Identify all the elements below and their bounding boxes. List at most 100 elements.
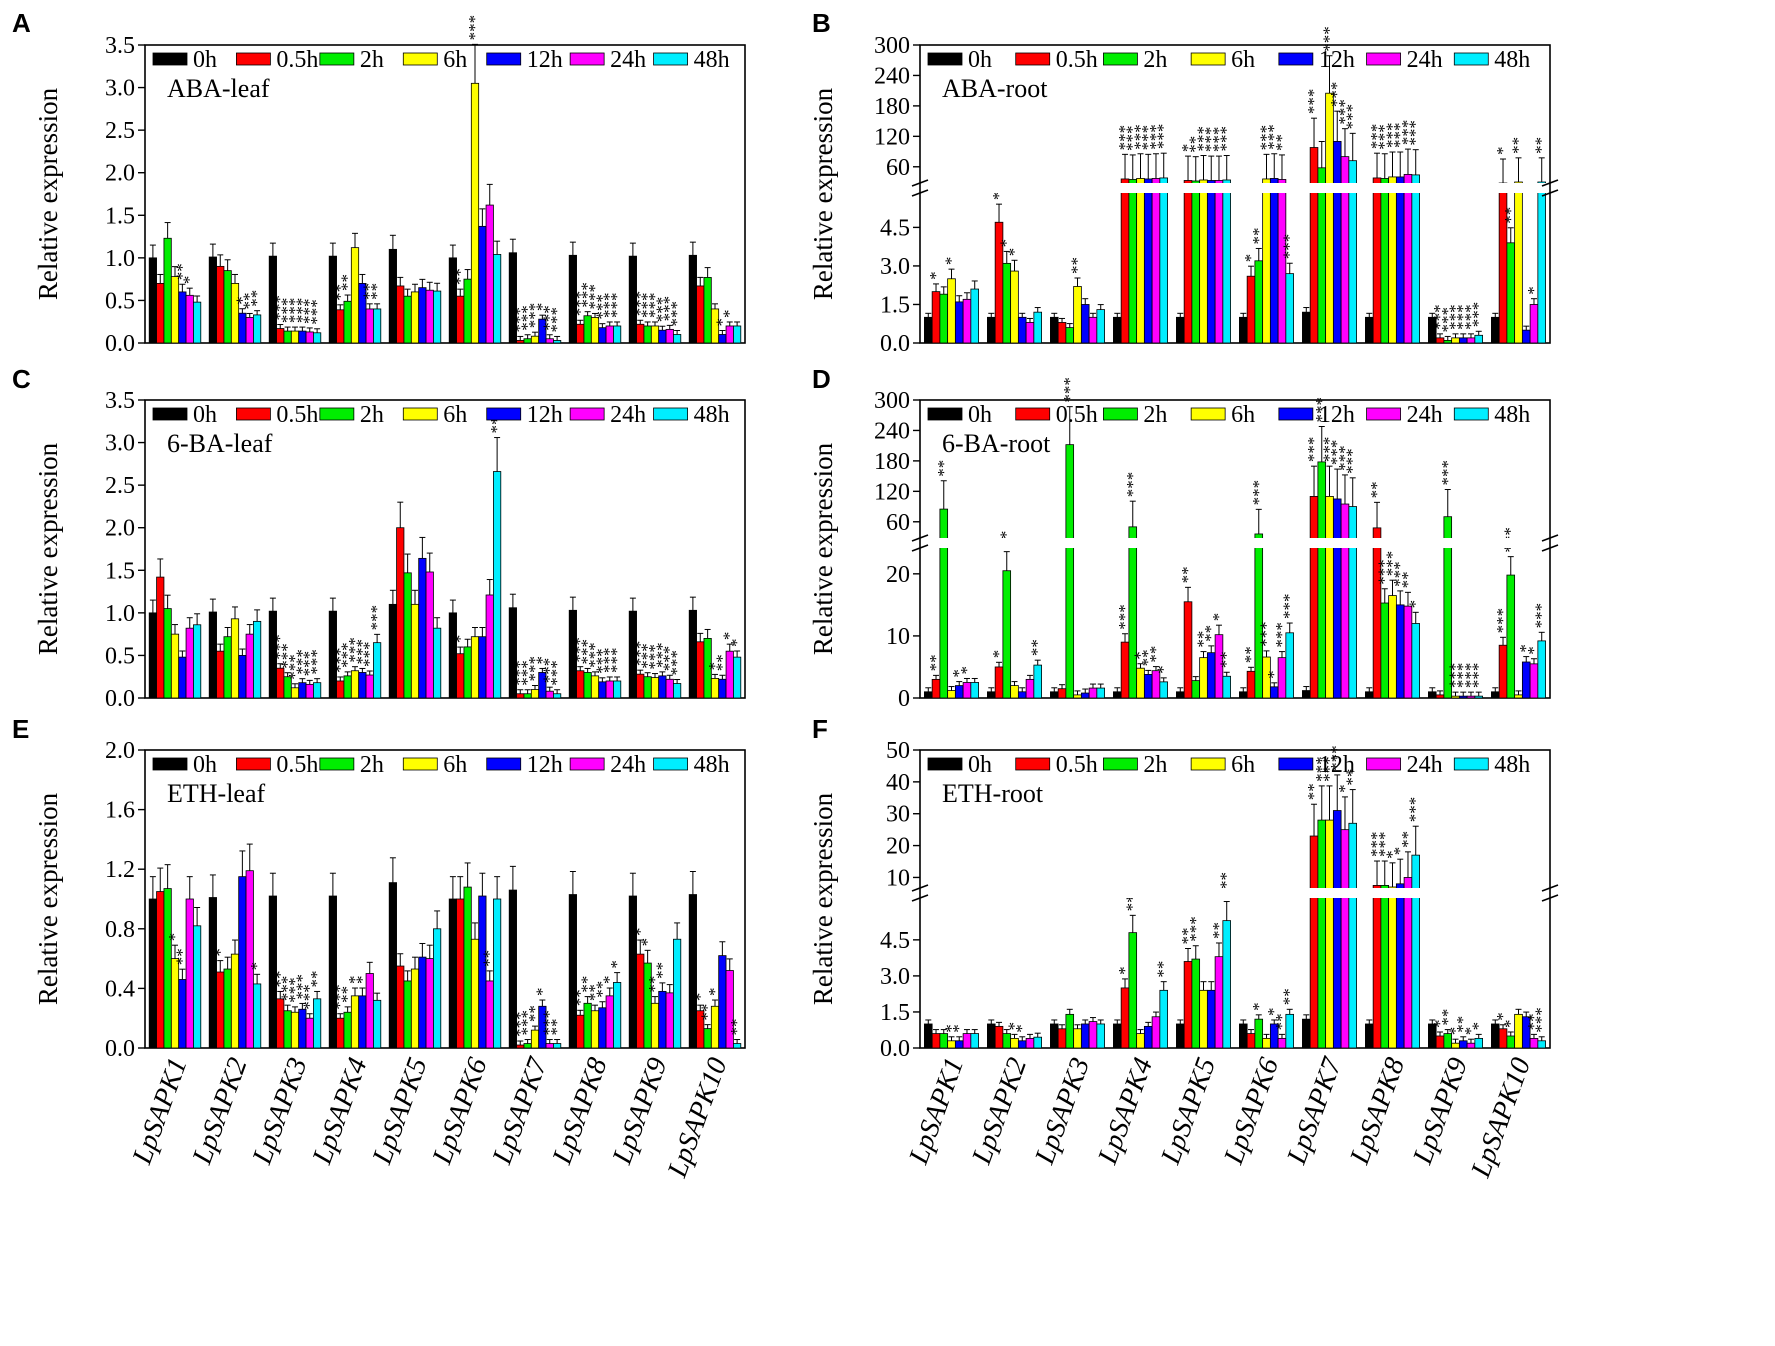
bar-LpSAPK3-12h: [298, 1008, 307, 1049]
y-tick-label: 4.5: [880, 215, 910, 241]
bar-LpSAPK9-0.5h: [1435, 694, 1445, 699]
y-tick-label: 2.0: [105, 161, 135, 187]
bar-LpSAPK2-2h: [223, 270, 232, 344]
bar-LpSAPK2-0.5h: [994, 1025, 1004, 1049]
significance-mark: *: [210, 948, 229, 957]
significance-mark: ***: [547, 307, 566, 333]
plot-frame: [919, 749, 1551, 1049]
bar-LpSAPK6-12h: [478, 225, 487, 344]
bar-LpSAPK5-48h: [433, 928, 442, 1049]
bar-LpSAPK8-12h: [598, 681, 607, 699]
significance-mark: ***: [1438, 307, 1457, 333]
significance-mark: ***: [1327, 745, 1346, 771]
y-tick-label: 3.0: [880, 964, 910, 990]
significance-mark: ***: [1280, 594, 1299, 620]
bar-LpSAPK8-12h: [598, 1007, 607, 1049]
bar-LpSAPK8-24h: [1403, 877, 1413, 1049]
bar-LpSAPK8-6h: [590, 675, 600, 699]
x-category-label: LpSAPK7: [1281, 1053, 1349, 1169]
bar-LpSAPK6-2h: [1254, 1018, 1264, 1049]
significance-mark: ***: [652, 297, 671, 323]
legend-swatch-0.5h: [1015, 52, 1051, 66]
significance-mark: ***: [1446, 663, 1465, 689]
bar-LpSAPK6-24h: [485, 204, 494, 344]
significance-mark: *: [957, 666, 976, 675]
legend-swatch-48h: [653, 757, 688, 771]
legend-label-48h: 48h: [1494, 402, 1530, 428]
bar-LpSAPK6-24h: [1277, 1037, 1287, 1049]
significance-mark: **: [1146, 646, 1165, 663]
legend-label-0h: 0h: [968, 402, 992, 428]
bar-LpSAPK10-12h: [718, 678, 727, 699]
axis-break-mark: [911, 189, 929, 197]
bar-LpSAPK5-2h: [1191, 958, 1201, 1049]
bar-LpSAPK10-6h: [1514, 181, 1523, 344]
significance-mark: ***: [1406, 797, 1425, 823]
significance-mark: **: [570, 989, 589, 1006]
significance-mark: **: [367, 283, 386, 300]
bar-LpSAPK5-2h: [403, 572, 412, 699]
bar-LpSAPK8-0h: [568, 609, 577, 699]
panel-title: ABA-root: [942, 74, 1048, 103]
significance-mark: *: [989, 650, 1008, 659]
bar-LpSAPK2-0.5h: [216, 650, 225, 699]
plot-frame: [144, 749, 746, 1049]
bar-LpSAPK5-24h: [1214, 956, 1224, 1049]
bar-LpSAPK5-48h: [1222, 675, 1231, 699]
bar-LpSAPK3-12h: [1080, 1023, 1090, 1049]
bar-LpSAPK10-48h: [733, 656, 742, 699]
legend-label-0.5h: 0.5h: [1056, 402, 1098, 428]
legend-swatch-2h: [1103, 407, 1138, 421]
bar-LpSAPK1-12h: [178, 291, 187, 344]
bar-LpSAPK4-48h: [373, 308, 382, 344]
significance-mark: ***: [600, 647, 619, 673]
significance-mark: ***: [638, 292, 657, 318]
significance-mark: *: [705, 662, 724, 671]
significance-mark: ***: [1398, 120, 1417, 146]
bar-LpSAPK3-2h: [283, 330, 292, 344]
significance-mark: ***: [630, 641, 649, 667]
bar-LpSAPK7-2h: [523, 338, 532, 344]
bar-LpSAPK2-0h: [987, 1023, 996, 1049]
significance-mark: ***: [570, 637, 589, 663]
significance-mark: *: [712, 318, 731, 327]
bar-LpSAPK7-0h: [508, 889, 517, 1049]
bar-LpSAPK7-0.5h: [516, 693, 525, 699]
significance-mark: ***: [292, 298, 311, 324]
y-tick-label: 10: [886, 624, 910, 650]
bar-LpSAPK2-2h: [1002, 262, 1012, 344]
bar-LpSAPK2-2h: [1002, 570, 1012, 699]
bar-LpSAPK10-6h: [710, 1005, 720, 1049]
significance-mark: *: [949, 1024, 968, 1033]
significance-mark: *: [1131, 651, 1150, 660]
bar-LpSAPK9-48h: [673, 334, 682, 344]
significance-mark: ***: [1375, 832, 1394, 858]
legend-swatch-48h: [1453, 52, 1489, 66]
legend-label-0h: 0h: [968, 752, 992, 778]
y-tick-label: 120: [874, 124, 910, 150]
bar-LpSAPK4-0h: [1113, 316, 1122, 344]
bar-LpSAPK6-6h: [470, 636, 480, 699]
significance-mark: **: [1509, 137, 1528, 154]
bar-LpSAPK9-24h: [665, 992, 674, 1049]
significance-mark: *: [1241, 254, 1260, 263]
significance-mark: *: [720, 309, 739, 318]
significance-mark: ***: [578, 282, 597, 308]
legend-swatch-0.5h: [1015, 757, 1051, 771]
bar-LpSAPK2-48h: [253, 983, 262, 1049]
legend-label-6h: 6h: [1231, 752, 1255, 778]
y-tick-label: 2.5: [105, 118, 135, 144]
bar-LpSAPK9-12h: [658, 990, 667, 1049]
bar-LpSAPK8-0h: [1365, 316, 1374, 344]
bar-LpSAPK1-12h: [954, 301, 964, 344]
bar-LpSAPK8-12h: [1395, 176, 1405, 344]
bar-LpSAPK6-6h: [1262, 656, 1271, 699]
bar-LpSAPK5-6h: [410, 603, 420, 699]
bar-LpSAPK3-6h: [1073, 694, 1082, 699]
bar-LpSAPK10-0h: [1491, 316, 1500, 344]
bar-LpSAPK2-12h: [238, 312, 247, 344]
legend-label-2h: 2h: [360, 47, 384, 73]
bar-LpSAPK9-24h: [1466, 695, 1476, 699]
bar-LpSAPK8-24h: [605, 995, 614, 1049]
bar-LpSAPK8-2h: [1380, 178, 1390, 344]
